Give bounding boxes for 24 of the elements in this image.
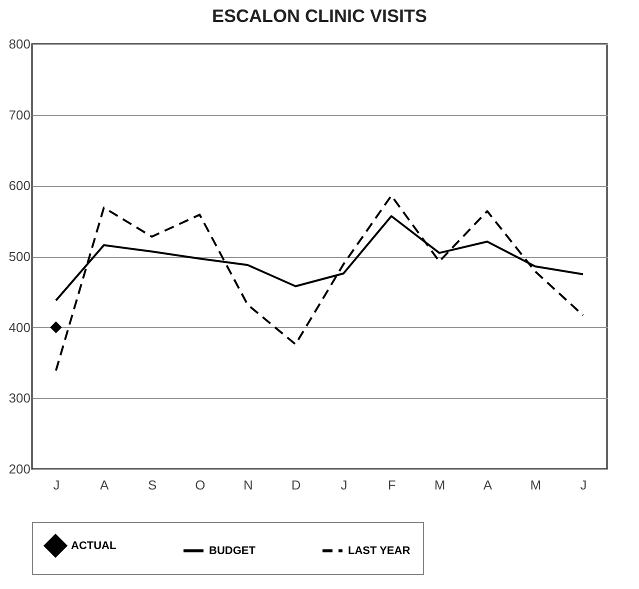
x-tick-label: J [340,478,348,492]
x-tick-label: J [53,478,60,492]
x-tick-label: F [388,478,396,492]
x-tick-label: M [530,478,542,492]
line-series [54,194,584,372]
y-tick-label: 300 [8,390,30,406]
chart-title: ESCALON CLINIC VISITS [212,6,428,26]
x-tick-label: A [483,478,492,492]
x-tick-label: N [243,478,253,492]
y-tick-label: 200 [8,462,30,476]
x-tick-label: M [434,478,446,492]
y-tick-label: 700 [8,107,30,122]
x-tick-label: S [148,478,157,492]
y-tick-label: 800 [8,36,30,52]
x-tick-label: J [580,478,587,492]
legend-label: LAST YEAR [348,544,410,557]
y-tick-label: 500 [8,249,30,264]
x-tick-label: A [100,478,110,492]
x-tick-label: O [195,478,206,492]
legend-label: ACTUAL [71,540,116,552]
y-tick-label: 600 [8,178,30,194]
x-tick-label: D [291,478,301,492]
y-tick-label: 400 [8,320,30,335]
legend-label: BUDGET [209,544,256,557]
